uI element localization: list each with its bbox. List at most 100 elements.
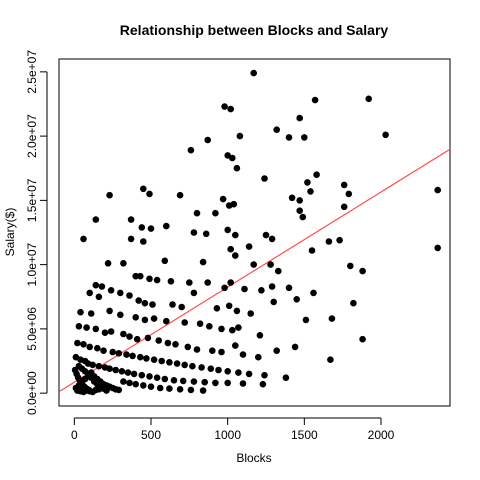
data-point [225, 302, 233, 310]
data-point [382, 131, 389, 139]
x-axis-label: Blocks [236, 451, 271, 465]
data-point [359, 335, 366, 343]
data-point [245, 243, 253, 250]
data-point [123, 351, 130, 358]
data-point [138, 371, 146, 379]
data-point [92, 325, 100, 333]
data-point [132, 380, 139, 388]
data-point [133, 335, 141, 343]
data-point [140, 238, 147, 245]
data-point [178, 303, 185, 311]
data-point [275, 267, 282, 275]
y-axis: 0.0e+00 5.0e+06 1.0e+07 1.5e+07 2.0e+07 2.5e+… [25, 50, 48, 415]
data-point [163, 317, 170, 325]
data-point [288, 194, 296, 202]
data-point [144, 334, 152, 342]
plot-area-frame [58, 58, 451, 407]
data-point [239, 351, 247, 358]
data-point [301, 134, 308, 141]
data-point [153, 374, 161, 382]
y-tick-label: 0.0e+00 [25, 371, 39, 415]
data-point [120, 378, 127, 385]
data-point [434, 244, 442, 252]
data-point [261, 175, 268, 182]
data-point [261, 371, 268, 379]
data-point [233, 164, 241, 172]
data-point [181, 361, 188, 369]
data-point [250, 261, 257, 268]
data-point [104, 260, 112, 267]
data-point [190, 378, 198, 385]
data-point [209, 347, 216, 355]
data-point [311, 96, 319, 104]
y-axis-label: Salary($) [3, 208, 17, 257]
data-point [229, 326, 236, 334]
data-point [176, 191, 184, 199]
data-point [229, 154, 236, 162]
data-point [135, 297, 142, 304]
data-point [304, 179, 311, 186]
data-point [106, 365, 113, 373]
data-point [176, 386, 184, 393]
data-point [268, 283, 276, 290]
data-point [126, 379, 133, 387]
data-point [196, 320, 204, 328]
regression-line-group [58, 148, 451, 393]
data-point [206, 323, 213, 330]
data-point [187, 146, 195, 154]
data-point [100, 347, 107, 355]
data-point [190, 289, 198, 297]
data-point [166, 359, 173, 366]
data-point [310, 289, 317, 297]
data-point [173, 360, 181, 367]
data-point [126, 333, 133, 340]
data-point [307, 188, 314, 195]
data-point [95, 293, 103, 301]
data-point [106, 307, 113, 315]
data-point [143, 355, 150, 362]
data-point [227, 279, 234, 286]
data-point [285, 284, 293, 292]
data-point [137, 272, 144, 280]
data-point [147, 225, 155, 232]
data-point [241, 285, 248, 293]
data-point [155, 337, 162, 344]
data-point [218, 325, 225, 333]
data-point [207, 365, 215, 373]
data-point [94, 344, 101, 352]
data-point [106, 191, 113, 199]
data-point [299, 213, 307, 221]
data-point [258, 287, 265, 294]
data-point [199, 258, 207, 266]
x-tick-label: 1500 [291, 428, 318, 442]
data-point [204, 136, 211, 144]
data-point [156, 384, 164, 392]
data-point [227, 245, 234, 253]
data-point [262, 231, 270, 239]
data-point [150, 315, 158, 322]
data-point [137, 353, 144, 361]
x-tick-label: 0 [71, 428, 78, 442]
data-point [138, 224, 146, 231]
data-point [365, 95, 373, 103]
data-point [327, 356, 334, 364]
data-point [169, 301, 176, 308]
x-tick-label: 500 [141, 428, 161, 442]
data-point [120, 260, 127, 267]
data-point [153, 276, 161, 284]
data-point [296, 207, 304, 214]
data-point [254, 353, 262, 361]
data-point [80, 341, 87, 348]
data-point [236, 132, 244, 140]
data-point [273, 347, 281, 355]
data-point [146, 275, 153, 283]
data-point [132, 272, 139, 280]
data-point [193, 209, 201, 217]
data-point [313, 171, 320, 178]
data-point [198, 364, 205, 371]
data-point [170, 377, 178, 384]
data-point [95, 362, 103, 370]
data-point [193, 346, 201, 353]
y-tick-label: 5.0e+06 [25, 307, 39, 351]
data-point [164, 339, 172, 347]
